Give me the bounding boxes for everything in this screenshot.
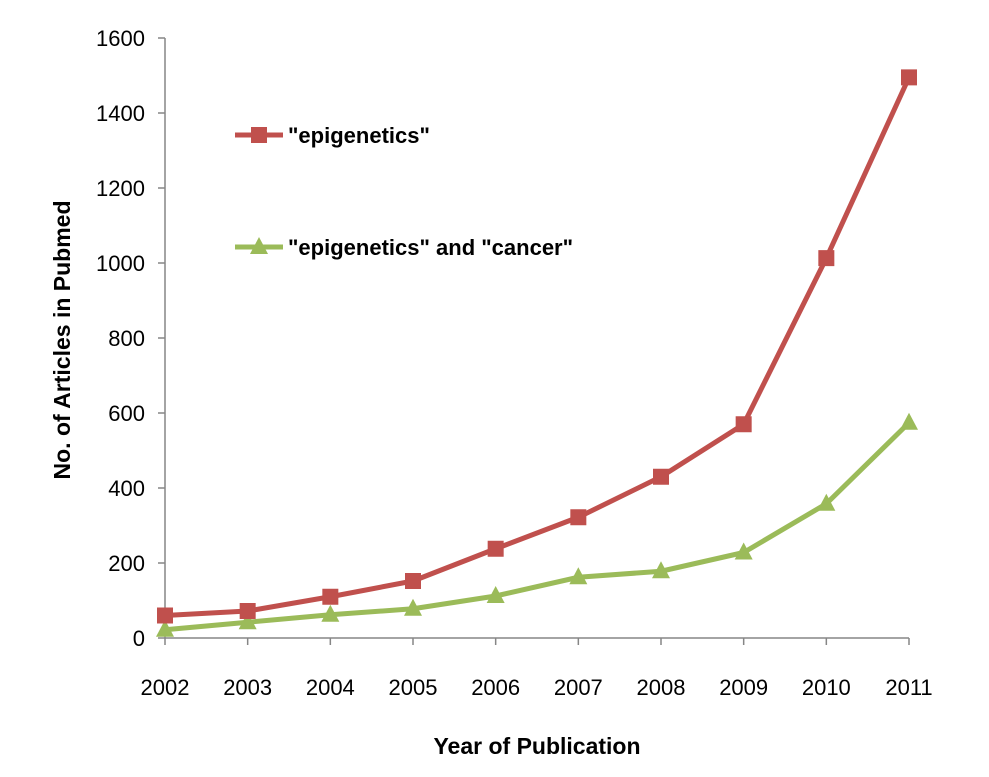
data-point bbox=[239, 603, 256, 619]
legend-label: "epigenetics" bbox=[288, 123, 430, 148]
y-tick-label: 1600 bbox=[96, 26, 145, 51]
x-tick-label: 2004 bbox=[306, 675, 355, 700]
y-tick-label: 1000 bbox=[96, 251, 145, 276]
data-point bbox=[157, 607, 173, 624]
data-point bbox=[322, 588, 339, 605]
y-tick-label: 600 bbox=[108, 401, 145, 426]
data-point bbox=[156, 619, 174, 637]
data-point bbox=[321, 604, 340, 622]
x-tick-label: 2010 bbox=[802, 675, 851, 700]
x-tick-label: 2007 bbox=[554, 675, 603, 700]
y-tick-label: 0 bbox=[133, 626, 145, 651]
x-tick-label: 2003 bbox=[223, 675, 272, 700]
y-tick-label: 800 bbox=[108, 326, 145, 351]
series-epigenetics bbox=[157, 69, 917, 624]
y-tick-label: 1200 bbox=[96, 176, 145, 201]
data-point bbox=[569, 567, 588, 585]
data-point bbox=[486, 586, 505, 603]
x-tick-label: 2009 bbox=[719, 675, 768, 700]
axes bbox=[164, 38, 909, 639]
y-ticks: 0 200 400 600 800 1000 1200 1400 1600 bbox=[96, 26, 165, 651]
data-point bbox=[653, 468, 669, 485]
x-tick-label: 2005 bbox=[389, 675, 438, 700]
data-point bbox=[735, 416, 752, 433]
series-layer bbox=[156, 69, 918, 637]
data-point bbox=[900, 412, 918, 430]
data-point bbox=[405, 573, 421, 589]
legend-item: "epigenetics" bbox=[235, 123, 430, 148]
data-point bbox=[901, 69, 917, 86]
data-point bbox=[404, 598, 422, 616]
y-tick-label: 200 bbox=[108, 551, 145, 576]
x-tick-label: 2011 bbox=[885, 675, 932, 700]
data-point bbox=[817, 493, 836, 511]
data-point bbox=[487, 540, 504, 557]
series-line bbox=[162, 74, 912, 618]
y-tick-label: 400 bbox=[108, 476, 145, 501]
y-tick-label: 1400 bbox=[96, 101, 145, 126]
legend-item: "epigenetics" and "cancer" bbox=[235, 235, 573, 260]
series-line bbox=[162, 420, 912, 633]
y-axis-title: No. of Articles in Pubmed bbox=[49, 200, 75, 479]
legend-marker bbox=[251, 127, 267, 143]
legend-label: "epigenetics" and "cancer" bbox=[288, 235, 573, 260]
x-axis-title: Year of Publication bbox=[433, 733, 640, 759]
series-epigenetics-and-cancer bbox=[156, 412, 918, 637]
legend-marker bbox=[250, 237, 268, 254]
data-point bbox=[570, 509, 587, 526]
data-point bbox=[238, 612, 257, 630]
x-tick-label: 2006 bbox=[471, 675, 520, 700]
x-tick-label: 2008 bbox=[637, 675, 686, 700]
data-point bbox=[652, 561, 670, 579]
data-point bbox=[734, 542, 753, 560]
legend: "epigenetics" "epigenetics" and "cancer" bbox=[235, 123, 573, 260]
x-tick-label: 2002 bbox=[141, 675, 190, 700]
x-ticks: 2002 2003 2004 2005 2006 2007 2008 2009 2010 2011 bbox=[141, 638, 933, 700]
data-point bbox=[818, 250, 835, 267]
